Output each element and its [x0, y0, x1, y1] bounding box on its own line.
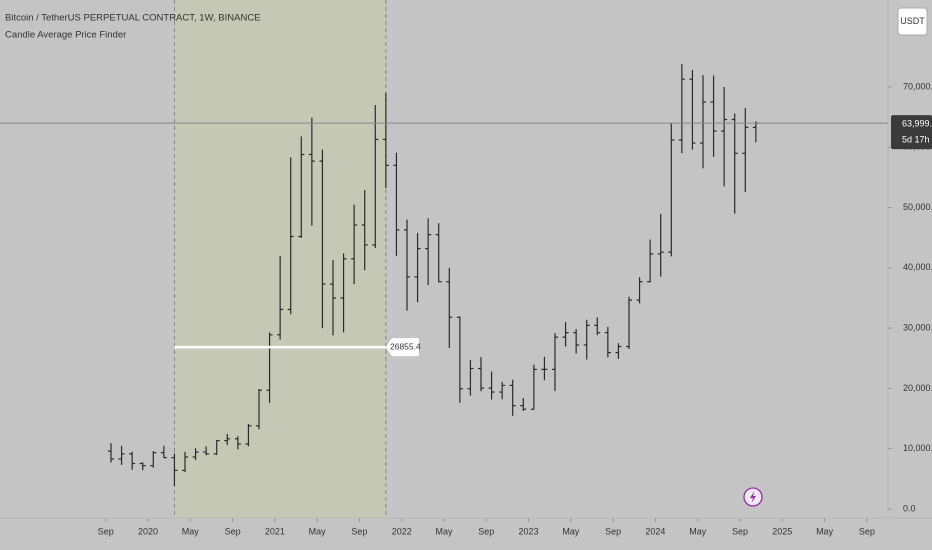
x-tick-label: 2020	[138, 526, 158, 536]
x-tick-label: May	[435, 526, 453, 536]
x-tick-label: Sep	[859, 526, 875, 536]
y-tick-label: 40,000.0	[903, 262, 932, 272]
countdown-label: 5d 17h	[902, 135, 930, 145]
average-label-box	[385, 338, 419, 357]
x-tick-label: Sep	[732, 526, 748, 536]
x-tick-label: May	[309, 526, 327, 536]
y-tick-label: 70,000.0	[903, 81, 932, 91]
x-tick-label: Sep	[605, 526, 621, 536]
y-tick-label: 0.0	[903, 503, 916, 513]
currency-button[interactable]	[897, 7, 928, 36]
x-tick-label: 2024	[645, 526, 665, 536]
x-tick-label: 2023	[519, 526, 539, 536]
lightning-glyph	[750, 491, 756, 503]
x-tick-label: 2025	[772, 526, 792, 536]
x-tick-label: Sep	[351, 526, 367, 536]
x-tick-label: Sep	[225, 526, 241, 536]
y-tick-label: 10,000.0	[903, 443, 932, 453]
y-tick-label: 30,000.0	[903, 323, 932, 333]
x-tick-label: 2022	[392, 526, 412, 536]
x-tick-label: May	[562, 526, 580, 536]
indicator-name: Candle Average Price Finder	[5, 30, 126, 41]
x-tick-label: 2021	[265, 526, 285, 536]
last-price-label: 63,999.4	[902, 119, 932, 129]
chart-title: Bitcoin / TetherUS PERPETUAL CONTRACT, 1…	[5, 13, 261, 24]
x-tick-label: May	[182, 526, 200, 536]
x-tick-label: Sep	[98, 526, 114, 536]
x-tick-label: May	[816, 526, 834, 536]
x-tick-label: Sep	[478, 526, 494, 536]
average-label: 26855.4	[390, 341, 421, 351]
x-tick-label: May	[689, 526, 707, 536]
currency-label[interactable]: USDT	[900, 16, 925, 26]
y-tick-label: 50,000.0	[903, 202, 932, 212]
last-price-box	[891, 115, 932, 150]
y-tick-label: 20,000.0	[903, 383, 932, 393]
